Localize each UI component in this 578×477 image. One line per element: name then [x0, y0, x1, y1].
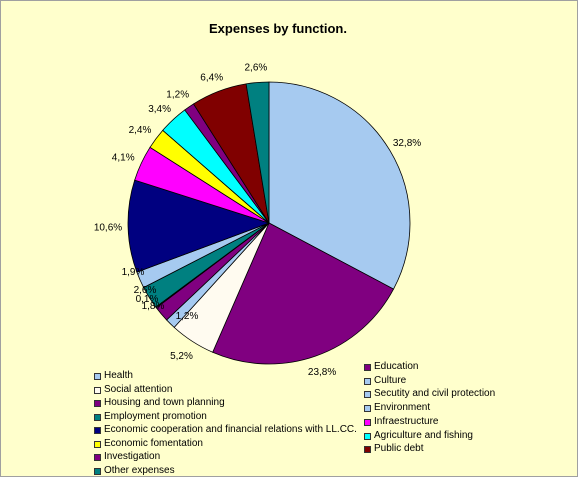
legend-swatch	[94, 386, 101, 394]
slice-data-label: 0,1%	[136, 294, 159, 305]
legend-swatch	[94, 413, 101, 421]
pie-slice-other-expenses	[245, 81, 270, 224]
slice-data-label: 5,2%	[170, 351, 193, 362]
slice-data-label: 1,9%	[122, 267, 145, 278]
legend-swatch	[94, 373, 101, 380]
legend-swatch	[94, 440, 101, 448]
legend-label: Education	[374, 361, 419, 372]
legend-label: Other expenses	[104, 464, 175, 476]
slice-data-label: 2,4%	[129, 125, 152, 136]
pie-slice-health	[268, 81, 411, 290]
legend-label: Social attention	[104, 383, 173, 395]
slice-data-label: 1,8%	[142, 301, 165, 312]
legend-swatch	[364, 364, 371, 371]
slice-data-label: 3,4%	[148, 104, 171, 115]
legend-label: Culture	[374, 374, 407, 386]
legend-label: Agriculture and fishing	[374, 429, 473, 441]
legend-label: Housing and town planning	[104, 397, 225, 408]
legend-swatch	[94, 467, 101, 475]
legend-label: Health	[104, 370, 133, 381]
pie-slice-education	[212, 222, 395, 365]
slice-data-label: 32,8%	[393, 138, 421, 149]
slice-data-label: 2,6%	[245, 63, 268, 74]
legend-swatch	[94, 454, 101, 461]
legend-swatch	[364, 418, 371, 426]
slice-data-label: 6,4%	[200, 72, 223, 83]
legend-label: Economic fomentation	[104, 437, 203, 449]
legend-swatch	[364, 446, 371, 454]
slice-data-label: 1,2%	[176, 311, 199, 322]
legend-swatch	[94, 427, 101, 434]
legend-label: Public debt	[374, 443, 424, 455]
legend-swatch	[364, 377, 371, 385]
chart-title: Expenses by function.	[209, 21, 347, 36]
legend-label: Employment promotion	[104, 410, 207, 422]
pie-slice-labels: 32,8%23,8%5,2%1,2%1,8%0,1%2,6%1,9%10,6%4…	[94, 63, 421, 379]
legend-swatch	[364, 405, 371, 413]
slice-data-label: 2,6%	[134, 285, 157, 296]
legend-label: Investigation	[104, 451, 161, 462]
slice-data-label: 4,1%	[112, 152, 135, 163]
legend-swatch	[94, 400, 101, 407]
legend-label: Infraestructure	[374, 415, 439, 427]
slice-data-label: 10,6%	[94, 223, 122, 234]
legend-label: Environment	[374, 402, 431, 414]
legend-swatch	[364, 391, 371, 399]
legend-label: Economic cooperation and financial relat…	[104, 424, 357, 435]
slice-data-label: 1,2%	[166, 90, 189, 101]
slice-data-label: 23,8%	[308, 367, 336, 378]
legend-label: Secutity and civil protection	[374, 388, 496, 400]
legend-swatch	[364, 432, 371, 440]
pie-slices	[127, 81, 411, 365]
pie-slice-economic-cooperation-and-financial-relations-with-ll-cc	[127, 179, 271, 273]
